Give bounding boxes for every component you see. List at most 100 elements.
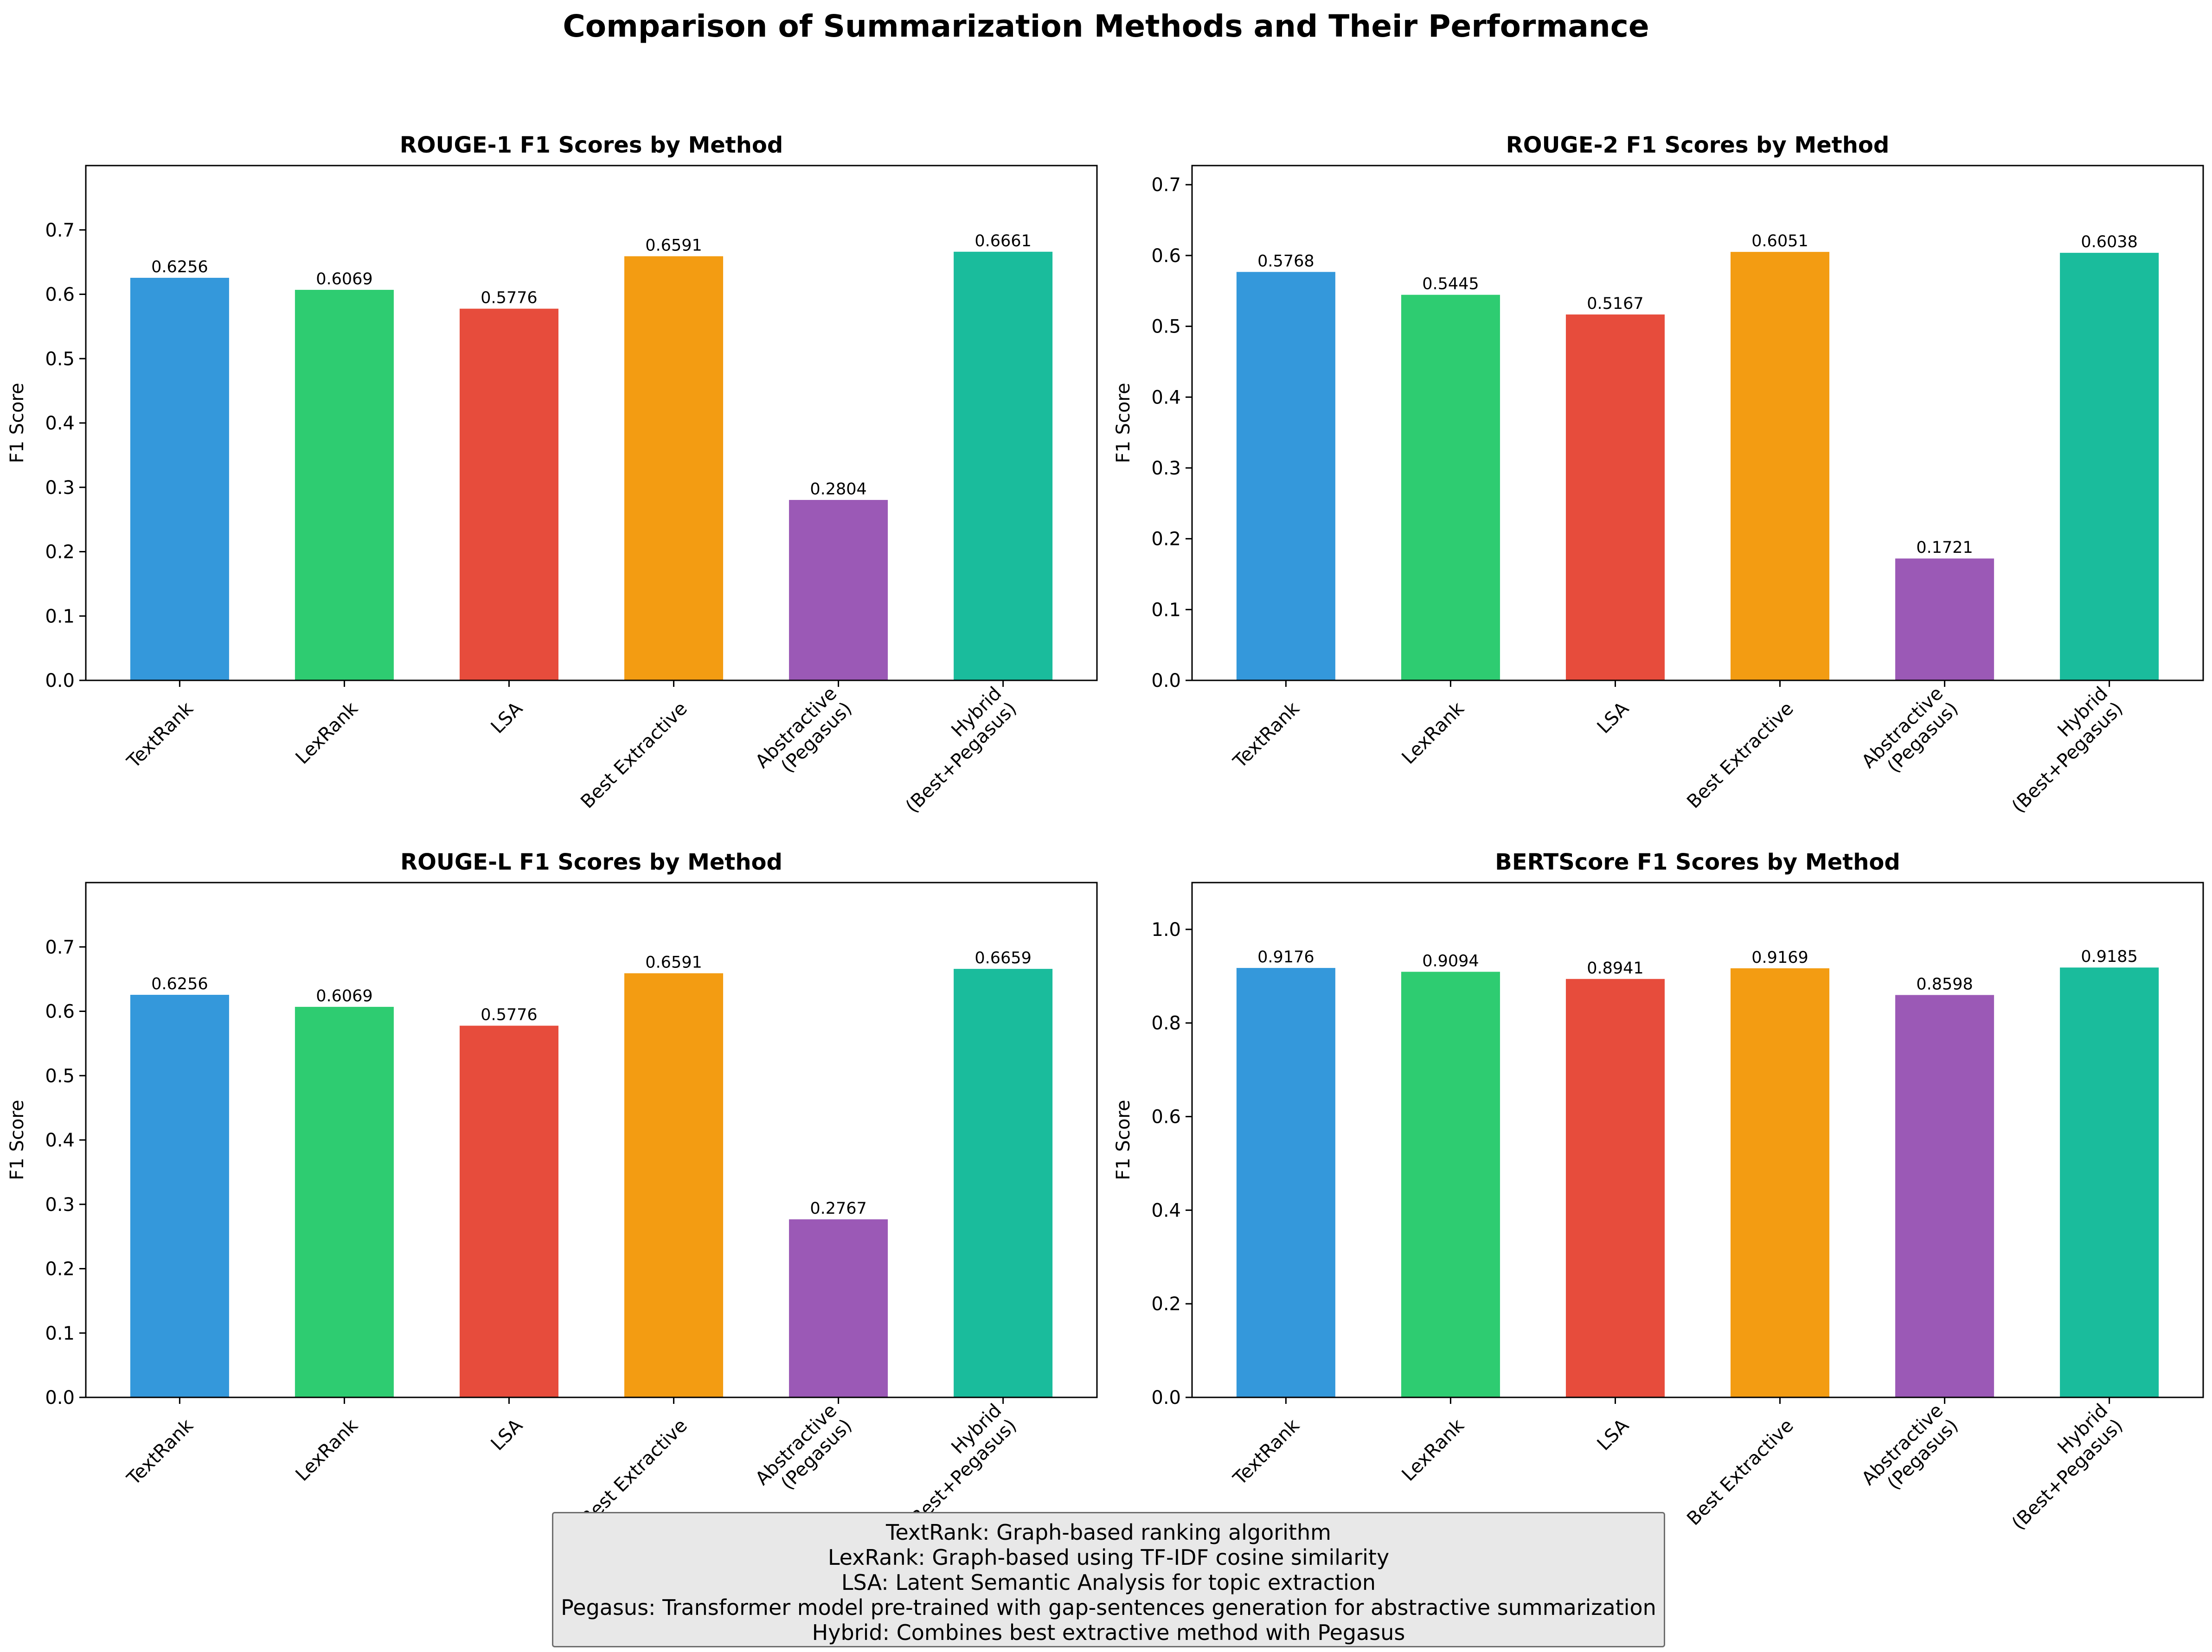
y-tick-label: 0.7	[1151, 174, 1181, 196]
y-axis-label: F1 Score	[6, 383, 28, 463]
bar-lexrank	[295, 289, 394, 680]
x-tick-label-line: Best Extractive	[577, 698, 691, 813]
x-tick-label-line: LSA	[1593, 698, 1634, 738]
value-label-hybrid: 0.6659	[975, 949, 1031, 967]
y-tick-label: 0.4	[1151, 1200, 1181, 1221]
x-tick-label-hybrid: Hybrid(Best+Pegasus)	[886, 683, 1021, 817]
value-label-hybrid: 0.6661	[975, 232, 1031, 250]
x-tick-label-line: TextRank	[1229, 1415, 1304, 1490]
y-tick-label: 0.2	[1151, 1293, 1181, 1315]
panel-title: ROUGE-L F1 Scores by Method	[400, 849, 782, 875]
x-tick-label-best-extractive: Best Extractive	[1683, 698, 1797, 813]
bar-lexrank	[1401, 972, 1500, 1397]
value-label-textrank: 0.6256	[151, 258, 208, 276]
note-lsa: LSA: Latent Semantic Analysis for topic …	[841, 1570, 1376, 1595]
bar-abstractive	[1895, 558, 1994, 680]
y-tick-label: 0.3	[45, 1194, 75, 1216]
y-tick-label: 0.7	[45, 937, 75, 958]
y-tick-label: 0.0	[1151, 670, 1181, 692]
y-tick-label: 0.2	[45, 1259, 75, 1280]
y-axis-label: F1 Score	[6, 1100, 28, 1180]
y-tick-label: 0.7	[45, 220, 75, 241]
panel-title: BERTScore F1 Scores by Method	[1495, 849, 1900, 875]
value-label-lexrank: 0.6069	[316, 270, 372, 288]
value-label-hybrid: 0.9185	[2081, 948, 2137, 966]
chart-panel-3: ROUGE-L F1 Scores by Method F1 Score 0.0 0.…	[6, 849, 1098, 1534]
bar-lexrank	[295, 1006, 394, 1397]
x-tick-label-lsa: LSA	[1593, 698, 1634, 738]
x-tick-label-hybrid: Hybrid(Best+Pegasus)	[1993, 683, 2127, 817]
chart-panel-1: ROUGE-1 F1 Scores by Method F1 Score 0.0 0.…	[6, 132, 1098, 817]
x-tick-label-lexrank: LexRank	[1398, 1415, 1469, 1486]
value-label-lsa: 0.5776	[481, 1006, 537, 1024]
value-label-best-extractive: 0.6591	[645, 953, 702, 972]
x-tick-label-line: LSA	[487, 698, 527, 738]
value-label-textrank: 0.5768	[1257, 252, 1314, 270]
x-tick-label-line: LSA	[1593, 1415, 1634, 1455]
y-tick-label: 0.3	[45, 477, 75, 499]
y-tick-label: 0.3	[1151, 458, 1181, 479]
y-tick-label: 0.1	[45, 1323, 75, 1344]
x-tick-label-lsa: LSA	[487, 698, 527, 738]
y-tick-label: 0.6	[1151, 245, 1181, 267]
x-tick-label-line: Best Extractive	[1683, 1415, 1797, 1530]
y-tick-label: 0.0	[1151, 1387, 1181, 1409]
y-tick-label: 0.4	[45, 413, 75, 434]
bar-hybrid	[954, 969, 1053, 1397]
y-tick-label: 0.8	[1151, 1013, 1181, 1034]
note-pegasus: Pegasus: Transformer model pre-trained w…	[561, 1595, 1656, 1620]
y-tick-label: 0.0	[45, 670, 75, 692]
bar-lsa	[1565, 979, 1665, 1397]
x-tick-label-line: LexRank	[292, 1415, 363, 1486]
bar-abstractive	[1895, 995, 1994, 1397]
y-tick-label: 1.0	[1151, 919, 1181, 941]
value-label-lsa: 0.8941	[1587, 959, 1643, 978]
y-tick-label: 0.1	[1151, 599, 1181, 621]
note-lexrank: LexRank: Graph-based using TF-IDF cosine…	[827, 1545, 1390, 1570]
bar-lexrank	[1401, 295, 1500, 680]
panel-title: ROUGE-2 F1 Scores by Method	[1506, 132, 1890, 158]
x-tick-label-best-extractive: Best Extractive	[1683, 1415, 1797, 1530]
x-tick-label-hybrid: Hybrid(Best+Pegasus)	[1993, 1400, 2127, 1534]
y-tick-label: 0.2	[45, 542, 75, 563]
bar-hybrid	[2060, 967, 2159, 1397]
value-label-best-extractive: 0.6051	[1751, 232, 1808, 250]
y-tick-label: 0.1	[45, 606, 75, 627]
x-tick-label-textrank: TextRank	[123, 698, 198, 773]
bar-abstractive	[789, 499, 888, 680]
x-tick-label-lexrank: LexRank	[1398, 698, 1469, 768]
x-tick-label-abstractive: Abstractive(Pegasus)	[1858, 1400, 1962, 1505]
y-tick-label: 0.5	[45, 348, 75, 370]
x-tick-label-lsa: LSA	[487, 1415, 527, 1455]
axes-frame	[1191, 165, 2204, 681]
chart-panel-4: BERTScore F1 Scores by Method F1 Score 0.0…	[1113, 849, 2204, 1534]
bar-textrank	[130, 277, 229, 680]
x-tick-label-best-extractive: Best Extractive	[577, 698, 691, 813]
bar-lsa	[1565, 314, 1665, 680]
bar-textrank	[1236, 968, 1335, 1397]
x-tick-label-line: TextRank	[1229, 698, 1304, 773]
y-tick-label: 0.2	[1151, 529, 1181, 550]
bar-best-extractive	[624, 256, 724, 680]
note-textrank: TextRank: Graph-based ranking algorithm	[886, 1520, 1331, 1545]
value-label-lsa: 0.5776	[481, 289, 537, 307]
bar-best-extractive	[1731, 252, 1830, 680]
bar-textrank	[1236, 272, 1335, 680]
figure-title: Comparison of Summarization Methods and …	[563, 8, 1649, 44]
value-label-lsa: 0.5167	[1587, 295, 1643, 313]
bar-best-extractive	[624, 973, 724, 1397]
x-tick-label-lsa: LSA	[1593, 1415, 1634, 1455]
value-label-lexrank: 0.6069	[316, 987, 372, 1005]
x-tick-label-line: TextRank	[123, 1415, 198, 1490]
y-axis-label: F1 Score	[1113, 383, 1134, 463]
x-tick-label-line: LexRank	[292, 698, 363, 768]
x-tick-label-textrank: TextRank	[1229, 698, 1304, 773]
x-tick-label-line: LexRank	[1398, 698, 1469, 768]
x-tick-label-line: LSA	[487, 1415, 527, 1455]
x-tick-label-line: LexRank	[1398, 1415, 1469, 1486]
x-tick-label-textrank: TextRank	[123, 1415, 198, 1490]
value-label-best-extractive: 0.9169	[1751, 948, 1808, 967]
chart-panel-2: ROUGE-2 F1 Scores by Method F1 Score 0.0 0.…	[1113, 132, 2204, 817]
value-label-lexrank: 0.5445	[1422, 275, 1479, 294]
